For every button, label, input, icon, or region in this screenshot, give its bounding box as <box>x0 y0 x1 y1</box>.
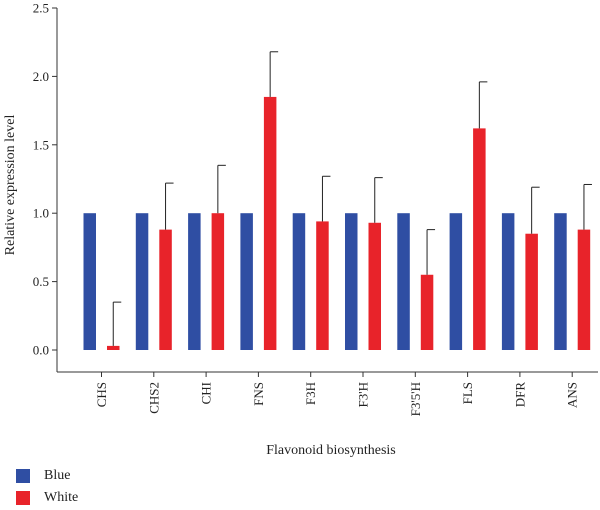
bar-white-3 <box>263 96 277 350</box>
bar-blue-4 <box>292 213 306 350</box>
bar-blue-5 <box>345 213 358 350</box>
y-tick-label: 2.0 <box>33 69 49 84</box>
x-tick-label: CHS <box>94 382 109 407</box>
bar-white-7 <box>473 128 486 350</box>
y-axis-label: Relative expression level <box>3 115 18 256</box>
legend-swatch-white <box>16 491 30 505</box>
bar-white-1 <box>159 229 172 350</box>
x-tick-label: F3'H <box>356 382 371 407</box>
x-axis-label: Flavonoid biosynthesis <box>266 443 396 458</box>
bar-blue-1 <box>135 213 149 350</box>
y-tick-label: 2.5 <box>33 1 49 16</box>
bar-white-8 <box>525 233 538 350</box>
axes <box>52 7 598 377</box>
legend-item-white: White <box>16 490 78 506</box>
legend-item-blue: Blue <box>16 468 70 484</box>
x-tick-label: ANS <box>565 382 580 408</box>
bar-blue-7 <box>449 213 463 350</box>
bar-white-6 <box>420 274 434 350</box>
bar-blue-0 <box>83 213 96 350</box>
y-tick-label: 1.0 <box>33 206 49 221</box>
bar-white-2 <box>211 213 225 350</box>
legend-swatch-blue <box>16 469 30 483</box>
bar-blue-2 <box>188 213 201 350</box>
bar-white-9 <box>577 229 591 350</box>
tick-labels: 0.0 0.5 1.0 1.5 2.0 2.5 CHS CHS2 CHI FNS F3H F3'H F3… <box>33 1 580 417</box>
legend-label-white: White <box>44 490 79 505</box>
bar-white-4 <box>316 221 329 350</box>
x-tick-label: FNS <box>251 382 266 406</box>
x-tick-label: F3'5'H <box>408 382 423 416</box>
bars <box>83 51 592 350</box>
bar-blue-9 <box>554 213 567 350</box>
legend-label-blue: Blue <box>44 468 71 483</box>
y-tick-label: 0.0 <box>33 343 49 358</box>
bar-white-5 <box>368 222 381 350</box>
bar-white-0 <box>107 345 120 350</box>
bar-blue-8 <box>501 213 515 350</box>
x-tick-label: CHI <box>199 382 214 404</box>
y-tick-label: 1.5 <box>33 137 49 152</box>
bar-blue-6 <box>397 213 410 350</box>
x-tick-label: F3H <box>303 382 318 405</box>
y-tick-label: 0.5 <box>33 274 49 289</box>
bar-blue-3 <box>240 213 253 350</box>
x-tick-label: DFR <box>512 382 527 408</box>
x-tick-label: FLS <box>460 382 475 404</box>
x-tick-label: CHS2 <box>146 382 161 414</box>
